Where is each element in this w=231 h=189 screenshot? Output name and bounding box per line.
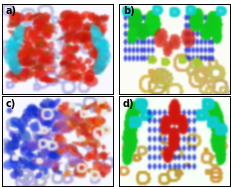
Text: c): c) xyxy=(6,99,16,109)
Text: d): d) xyxy=(122,99,134,109)
Text: b): b) xyxy=(122,6,134,16)
Text: a): a) xyxy=(6,6,17,16)
